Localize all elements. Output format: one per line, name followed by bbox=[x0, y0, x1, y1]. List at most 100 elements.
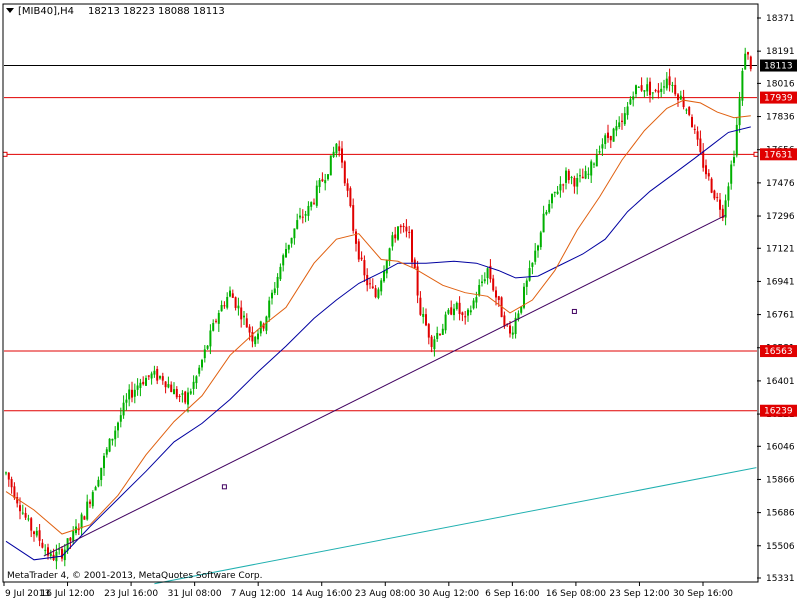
candle-body bbox=[24, 513, 27, 518]
candle-body bbox=[108, 438, 111, 452]
level-marker bbox=[753, 151, 759, 157]
triangle-down-icon[interactable] bbox=[6, 8, 14, 13]
candle-body bbox=[425, 314, 427, 326]
candle-body bbox=[125, 399, 128, 403]
candle-body bbox=[413, 259, 416, 269]
candle-body bbox=[335, 143, 338, 154]
candle-body bbox=[371, 286, 374, 289]
candle-body bbox=[16, 497, 19, 504]
candle-body bbox=[245, 318, 248, 328]
candle-body bbox=[447, 309, 450, 314]
candle-body bbox=[525, 280, 528, 287]
y-tick-label: 16941 bbox=[766, 277, 795, 287]
candle-body bbox=[212, 322, 215, 331]
candle-body bbox=[674, 84, 677, 95]
candle-body bbox=[657, 90, 660, 93]
y-tick-label: 17836 bbox=[766, 113, 795, 123]
candle-body bbox=[579, 175, 581, 177]
candle-body bbox=[170, 384, 173, 393]
candle-body bbox=[640, 85, 643, 91]
candle-body bbox=[483, 279, 486, 282]
candle-body bbox=[173, 389, 175, 395]
candle-body bbox=[142, 381, 145, 385]
candle-body bbox=[439, 334, 441, 336]
level-tag bbox=[760, 91, 797, 104]
candle-body bbox=[117, 422, 119, 431]
candle-body bbox=[341, 148, 343, 163]
candle-body bbox=[153, 370, 156, 375]
candle-body bbox=[357, 241, 360, 260]
copyright-text: MetaTrader 4, © 2001-2013, MetaQuotes So… bbox=[7, 571, 263, 581]
candle-body bbox=[604, 135, 607, 145]
candle-body bbox=[215, 320, 217, 322]
candle-body bbox=[187, 392, 189, 405]
candle-body bbox=[693, 128, 696, 130]
candle-body bbox=[369, 283, 371, 285]
candle-body bbox=[346, 183, 349, 191]
candle-body bbox=[590, 161, 593, 176]
candle-body bbox=[377, 289, 380, 298]
y-tick-label: 17121 bbox=[766, 244, 795, 254]
candle-body bbox=[83, 516, 86, 520]
candle-body bbox=[408, 231, 411, 233]
candle-body bbox=[327, 174, 329, 180]
y-tick-label: 15506 bbox=[766, 542, 795, 552]
x-tick-label: 31 Jul 08:00 bbox=[168, 589, 222, 599]
candle-body bbox=[86, 501, 89, 520]
candle-body bbox=[705, 165, 707, 175]
y-tick-label: 18191 bbox=[766, 47, 795, 57]
candle-body bbox=[58, 549, 61, 551]
fast-moving-average bbox=[5, 99, 751, 535]
candle-body bbox=[385, 260, 388, 274]
candle-body bbox=[229, 290, 231, 297]
candle-body bbox=[13, 486, 16, 498]
candle-body bbox=[164, 381, 167, 388]
candle-body bbox=[696, 131, 699, 140]
candle-body bbox=[145, 377, 147, 386]
x-tick-label: 23 Sep 12:00 bbox=[609, 589, 669, 599]
candle-body bbox=[10, 479, 13, 488]
candle-body bbox=[231, 293, 234, 298]
candle-body bbox=[738, 98, 741, 126]
candle-body bbox=[747, 52, 749, 55]
candle-body bbox=[651, 92, 654, 94]
candle-body bbox=[332, 151, 335, 157]
candle-body bbox=[156, 368, 159, 381]
candle-body bbox=[72, 531, 75, 541]
level-marker bbox=[2, 151, 8, 157]
candle-body bbox=[567, 170, 570, 181]
candle-body bbox=[671, 84, 674, 86]
candle-body bbox=[293, 228, 296, 239]
candle-body bbox=[103, 455, 105, 469]
candle-body bbox=[161, 376, 164, 381]
x-tick-label: 6 Sep 16:00 bbox=[485, 589, 540, 599]
candle-body bbox=[349, 188, 352, 207]
candle-body bbox=[542, 213, 545, 233]
candle-body bbox=[497, 296, 500, 300]
candle-body bbox=[77, 529, 80, 531]
candle-body bbox=[374, 288, 377, 298]
candle-body bbox=[601, 144, 604, 149]
candle-body bbox=[63, 549, 66, 561]
candle-body bbox=[744, 53, 747, 70]
candle-body bbox=[710, 178, 713, 193]
candle-body bbox=[167, 384, 170, 388]
candle-body bbox=[419, 297, 422, 315]
candle-body bbox=[716, 196, 719, 198]
candle-body bbox=[383, 271, 385, 282]
candle-body bbox=[598, 151, 601, 153]
candle-body bbox=[310, 202, 313, 207]
candle-body bbox=[573, 177, 576, 187]
level-label: 16563 bbox=[764, 347, 793, 357]
x-tick-label: 9 Jul 2013 bbox=[5, 589, 50, 599]
y-tick-label: 15866 bbox=[766, 475, 795, 485]
candle-body bbox=[69, 537, 72, 541]
candle-body bbox=[35, 530, 38, 536]
candle-body bbox=[192, 381, 195, 389]
candle-body bbox=[38, 530, 41, 541]
candle-body bbox=[741, 70, 744, 101]
candle-body bbox=[637, 86, 640, 88]
candle-body bbox=[649, 81, 651, 96]
